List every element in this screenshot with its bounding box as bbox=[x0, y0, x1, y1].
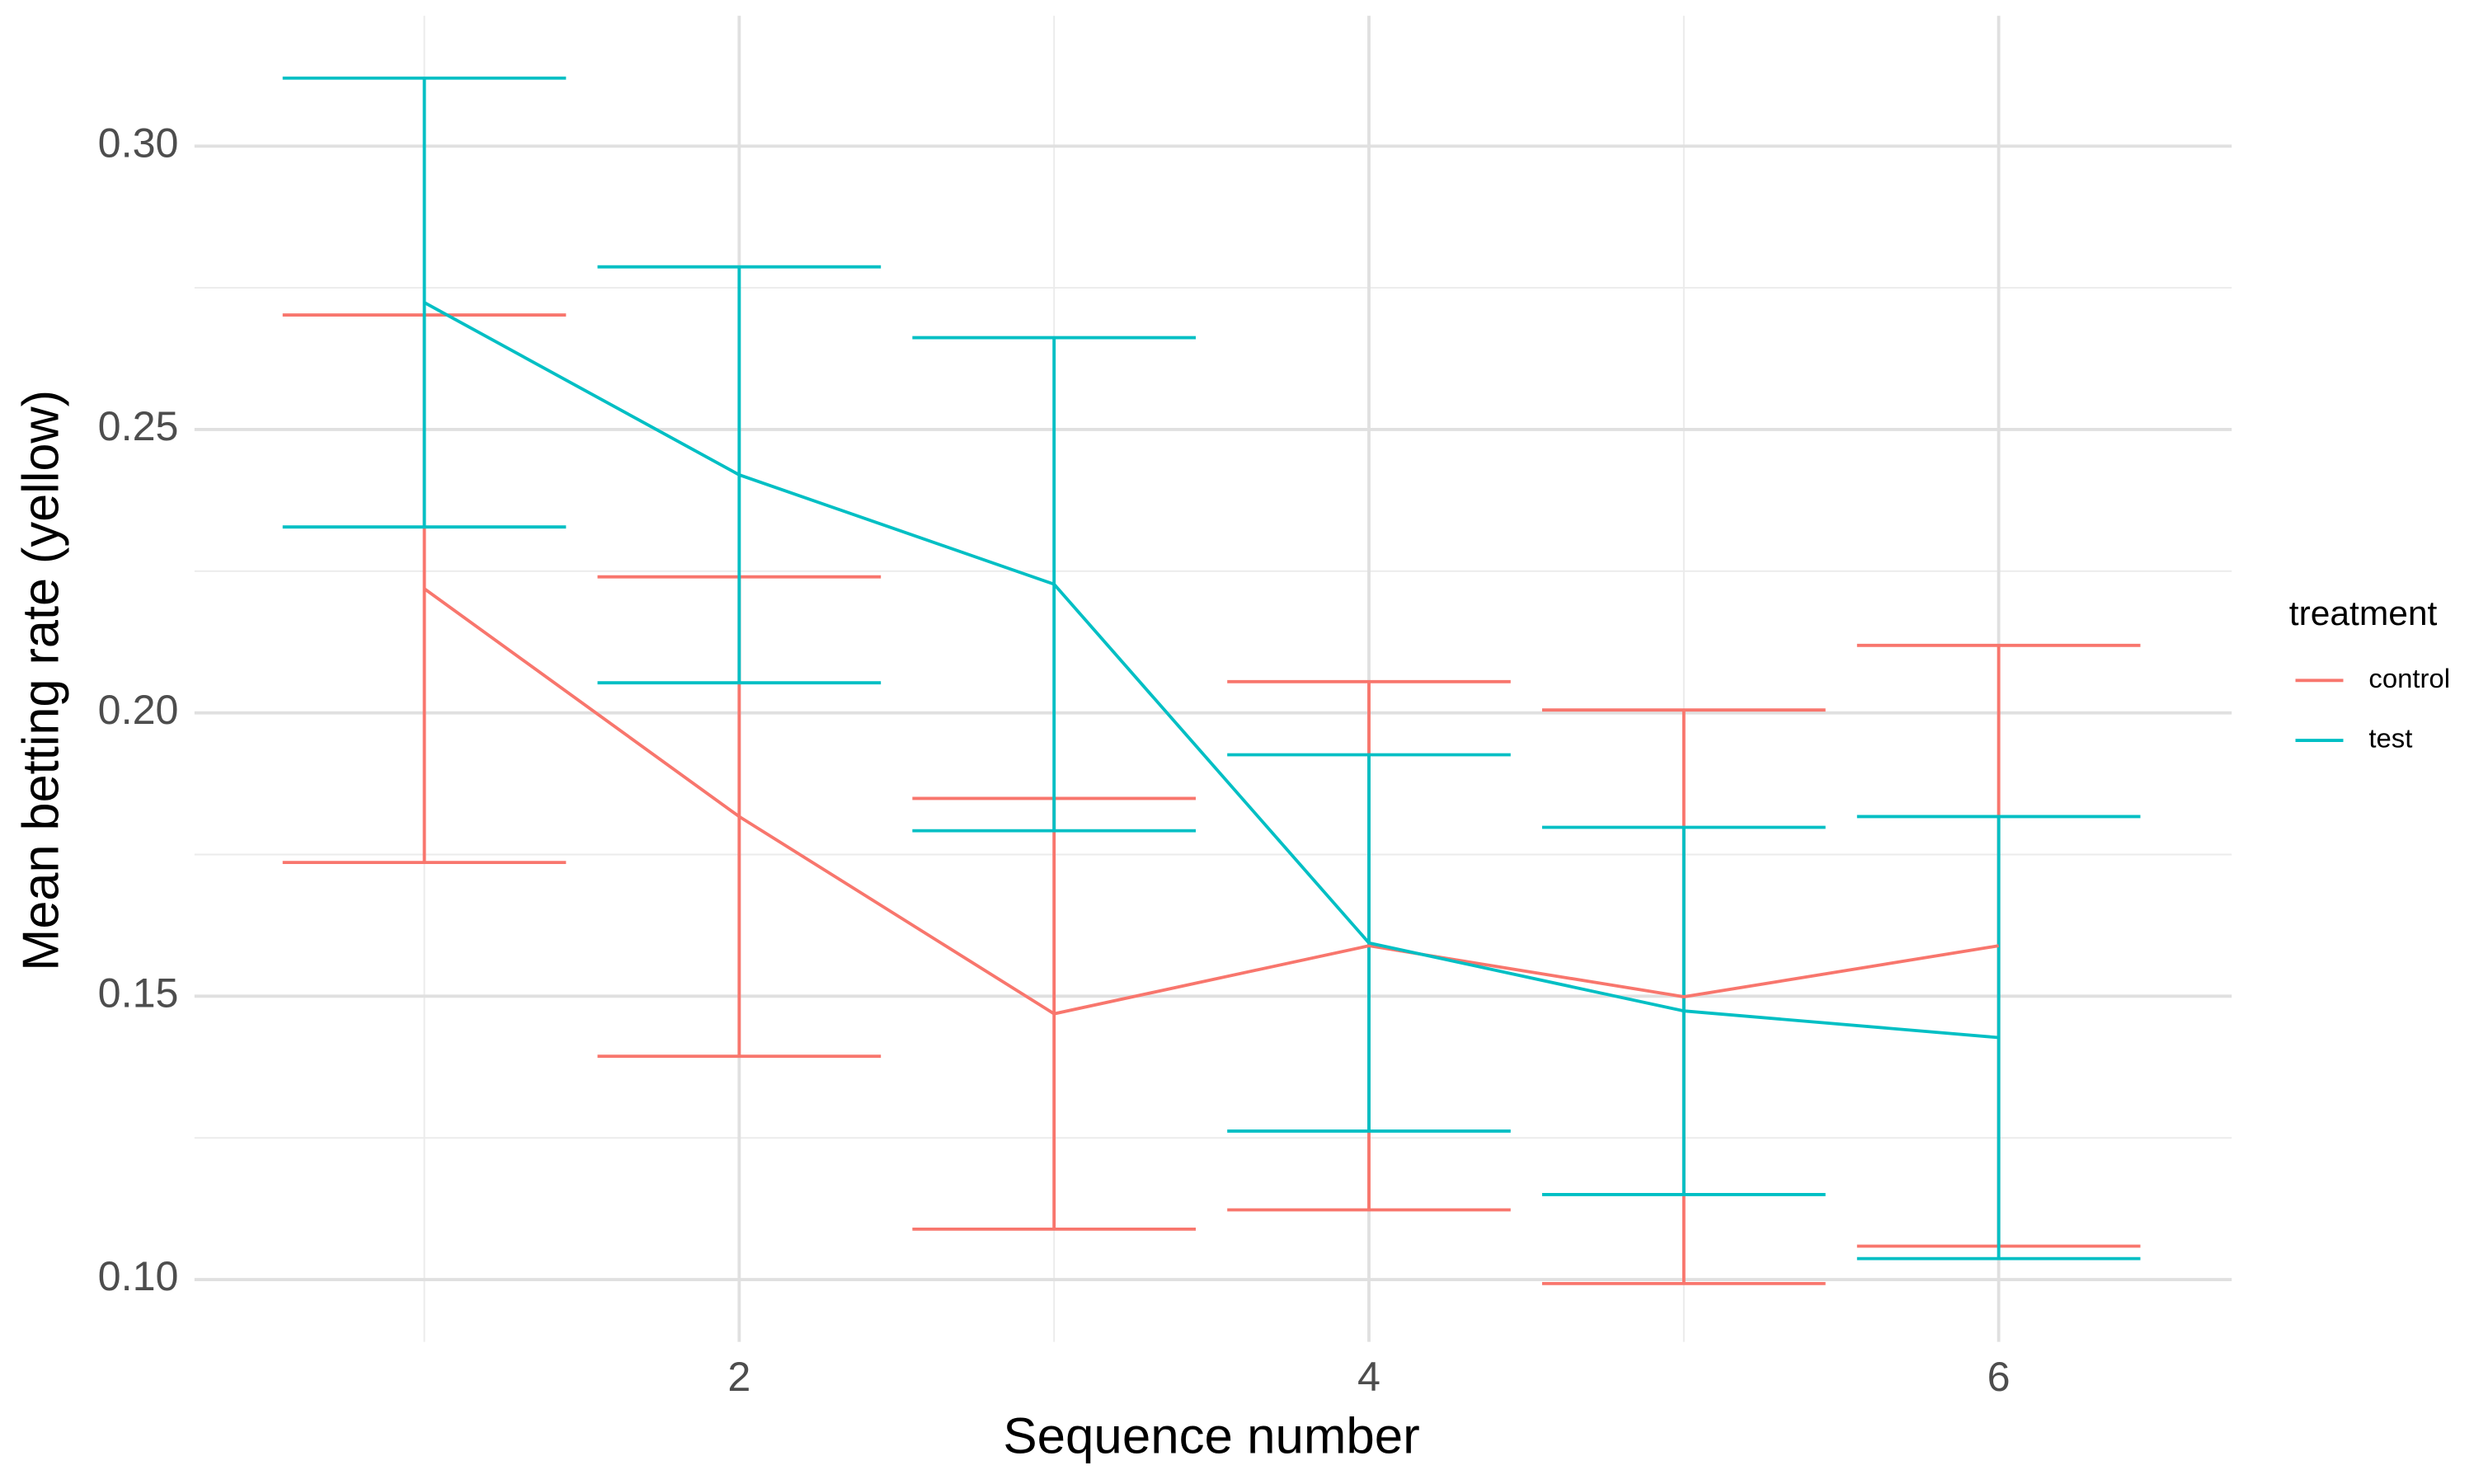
legend-title: treatment bbox=[2289, 594, 2438, 632]
series-line bbox=[423, 587, 1999, 1016]
y-tick-label: 0.20 bbox=[98, 687, 179, 733]
x-tick-label: 2 bbox=[727, 1354, 750, 1400]
x-axis-title: Sequence number bbox=[1003, 1408, 1419, 1465]
legend-label: control bbox=[2368, 663, 2450, 693]
y-tick-label: 0.25 bbox=[98, 403, 179, 449]
series-line bbox=[423, 301, 1999, 1040]
legend-label: test bbox=[2368, 723, 2412, 754]
x-tick-label: 4 bbox=[1357, 1354, 1380, 1400]
y-tick-label: 0.15 bbox=[98, 970, 179, 1017]
y-tick-label: 0.10 bbox=[98, 1253, 179, 1299]
y-axis-title: Mean betting rate (yellow) bbox=[12, 390, 69, 971]
y-tick-label: 0.30 bbox=[98, 120, 179, 167]
x-tick-label: 6 bbox=[1987, 1354, 2011, 1400]
